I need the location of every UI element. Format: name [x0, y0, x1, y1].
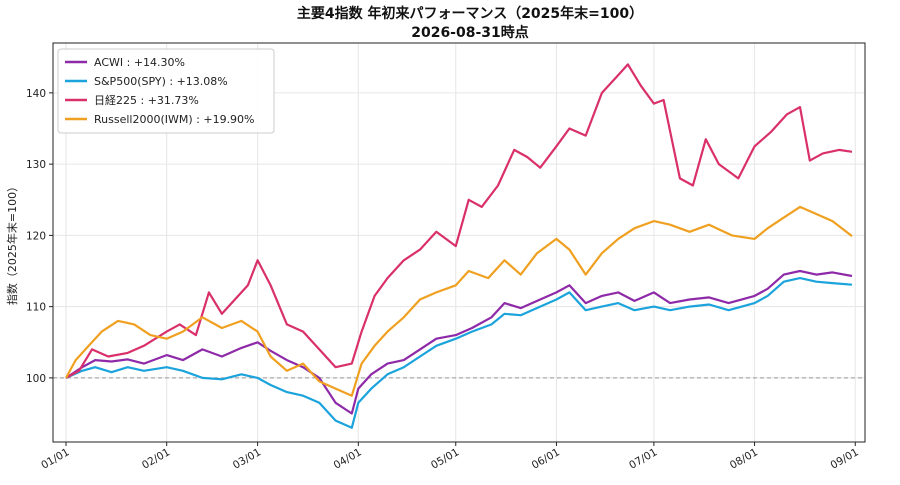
series-group — [65, 63, 853, 429]
legend: ACWI : +14.30% S&P500(SPY) : +13.08% 日経225… — [57, 48, 275, 134]
series-line-2 — [65, 277, 853, 429]
y-tick-label: 140 — [26, 88, 46, 100]
x-tick-label: 09/01 — [829, 446, 861, 472]
x-tick-label: 07/01 — [627, 446, 659, 472]
legend-label: ACWI : +14.30% — [94, 56, 185, 69]
legend-label: 日経225 : +31.73% — [94, 94, 199, 107]
legend-box — [57, 48, 275, 134]
x-tick-label: 02/01 — [140, 446, 172, 472]
chart-subtitle: 2026-08-31時点 — [411, 24, 529, 41]
x-tick-label: 08/01 — [728, 446, 760, 472]
plot-area — [52, 42, 866, 443]
series-line-1 — [65, 269, 853, 415]
y-tick-label: 100 — [26, 373, 46, 385]
y-tick-label: 110 — [26, 302, 46, 314]
x-tick-label: 05/01 — [429, 446, 461, 472]
y-axis-label: 指数（2025年末=100） — [5, 181, 19, 305]
x-tick-label: 06/01 — [530, 446, 562, 472]
series-line-4 — [65, 205, 853, 397]
y-tick-label: 130 — [26, 159, 46, 171]
chart-title: 主要4指数 年初来パフォーマンス（2025年末=100） — [297, 5, 643, 22]
legend-label: Russell2000(IWM) : +19.90% — [94, 113, 255, 126]
series-line-3 — [65, 63, 853, 379]
y-axis: 100 110 120 130 140 — [26, 88, 53, 385]
x-tick-label: 03/01 — [231, 446, 263, 472]
legend-label: S&P500(SPY) : +13.08% — [94, 75, 228, 88]
y-tick-label: 120 — [26, 230, 46, 242]
x-tick-label: 04/01 — [332, 446, 364, 472]
x-tick-label: 01/01 — [39, 446, 71, 472]
x-axis: 01/01 02/01 03/01 04/01 05/01 06/01 07/01 08/01… — [39, 442, 861, 472]
